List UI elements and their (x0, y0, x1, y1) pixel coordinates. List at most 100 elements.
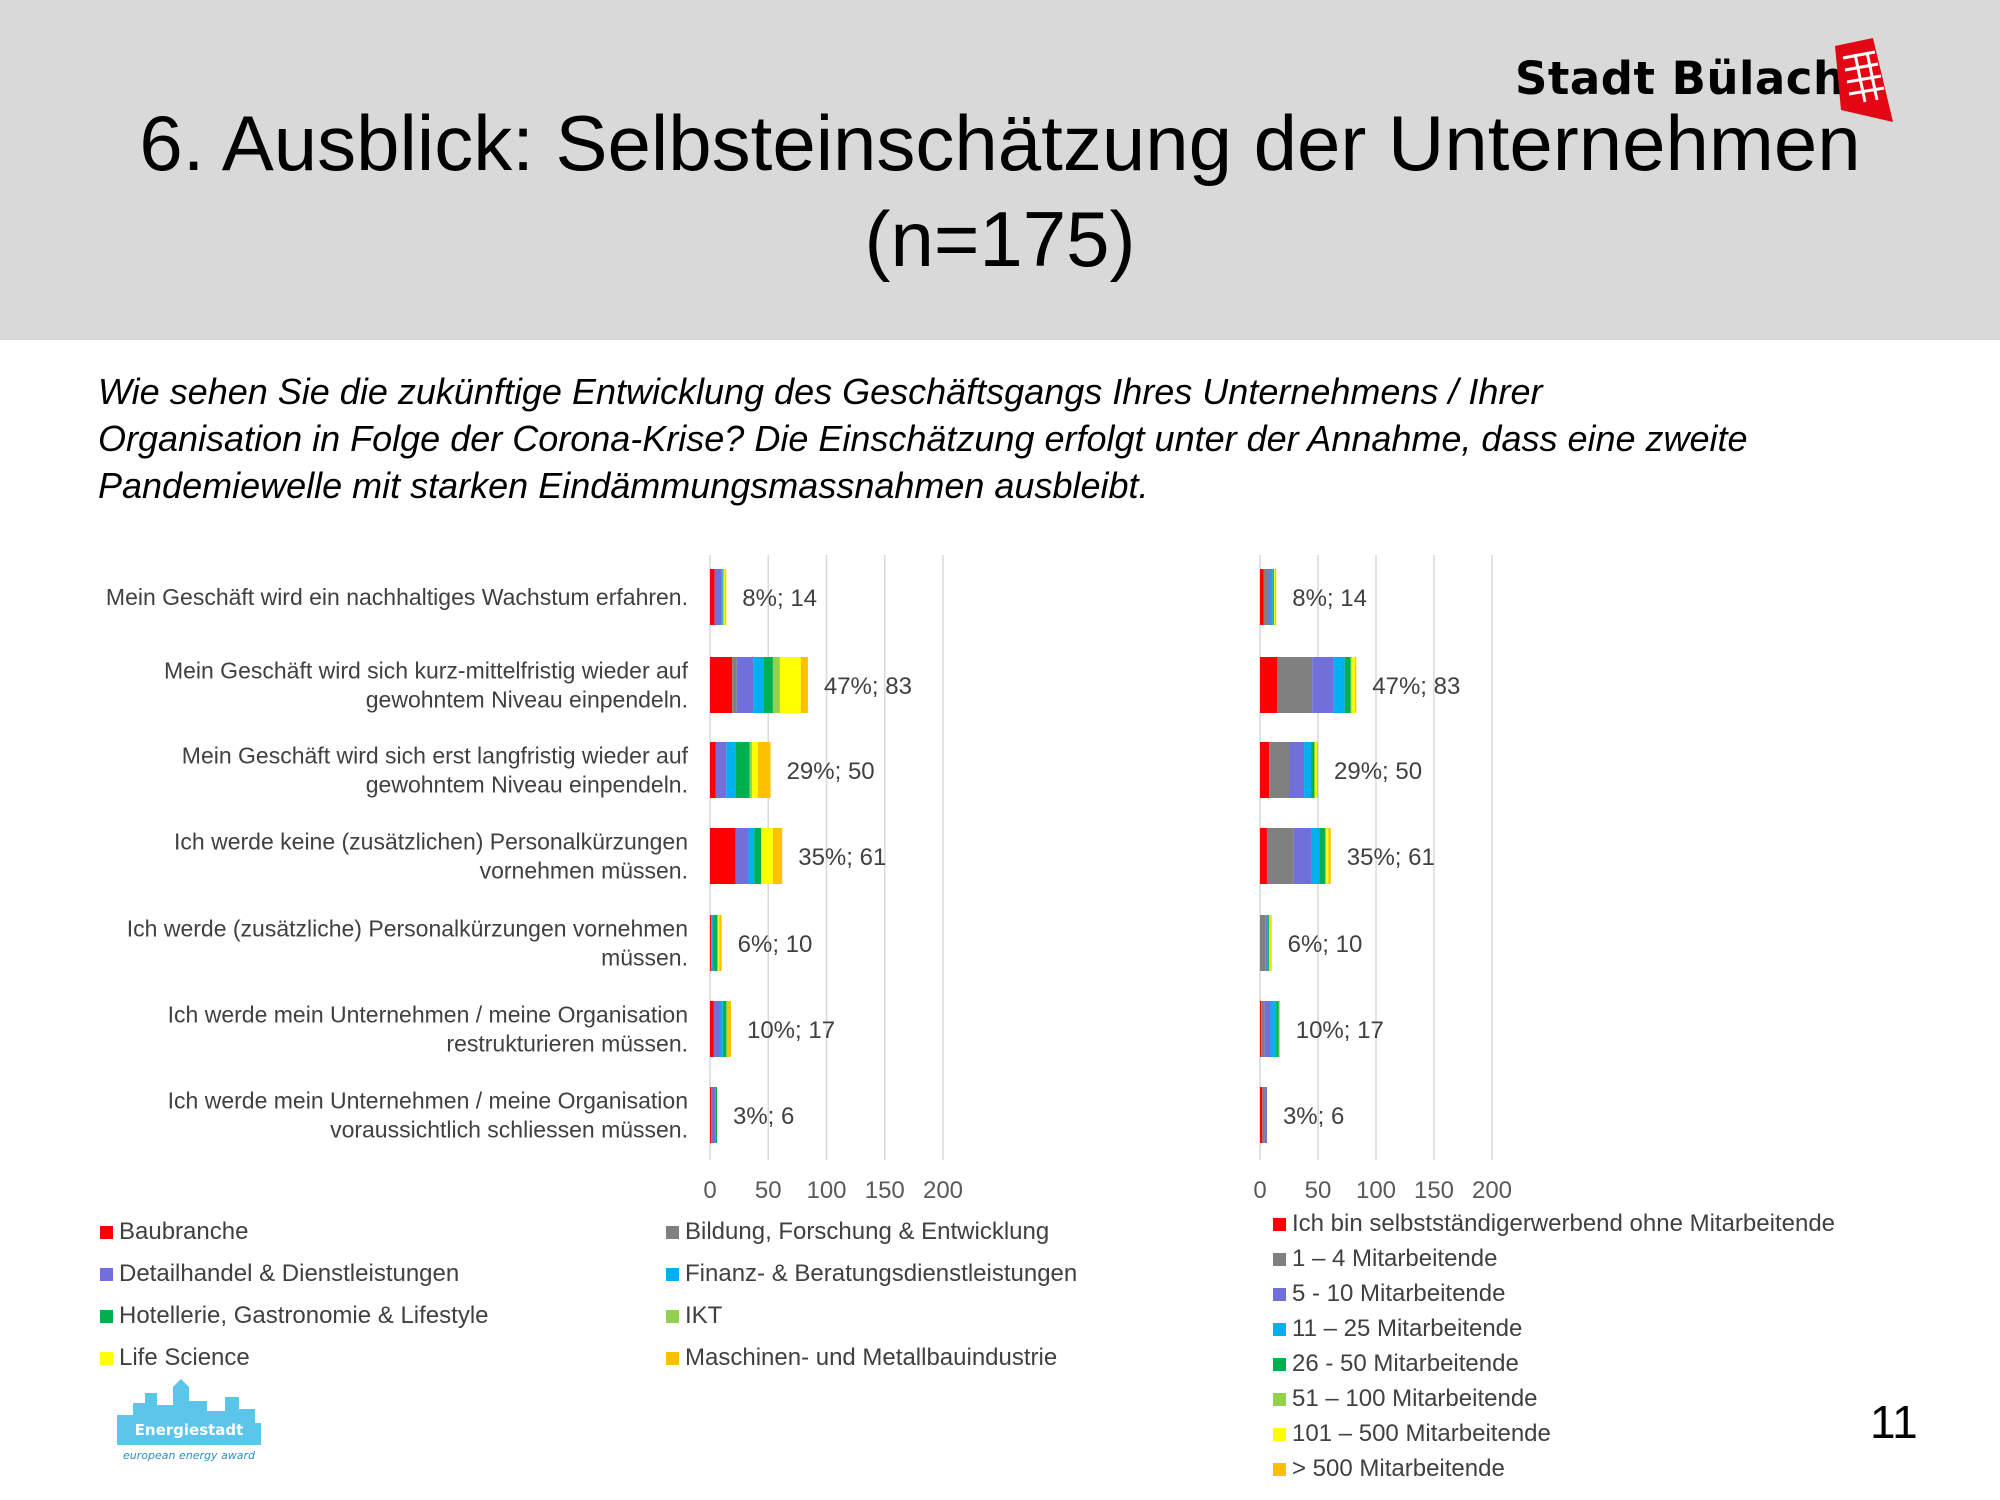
industry-bar-segment (727, 1001, 731, 1057)
industry-bar-segment (719, 915, 722, 971)
industry-data-label: 29%; 50 (787, 758, 875, 785)
size-tick-label: 100 (1356, 1177, 1396, 1204)
legend-swatch (1273, 1462, 1286, 1476)
industry-bar-segment (735, 828, 749, 884)
category-label: vornehmen müssen. (480, 858, 688, 884)
size-data-label: 47%; 83 (1372, 673, 1460, 700)
industry-bar-segment (722, 569, 724, 625)
industry-bar-segment (710, 657, 733, 713)
size-bar-segment (1314, 742, 1317, 798)
industry-bar-segment (772, 657, 780, 713)
industry-bar-segment (722, 1001, 727, 1057)
question-line2: Organisation in Folge der Corona-Krise? … (98, 418, 1748, 459)
page-title-line2: (n=175) (864, 195, 1136, 283)
category-label: Mein Geschäft wird sich erst langfristig… (182, 743, 689, 769)
industry-bar-segment (751, 742, 758, 798)
size-tick-label: 50 (1305, 1177, 1332, 1204)
size-data-label: 3%; 6 (1283, 1103, 1344, 1130)
size-bar-segment (1270, 1001, 1277, 1057)
size-bar-segment (1260, 742, 1270, 798)
header-band: Stadt Bülach 6. Ausblick: Selbsteinschät… (0, 0, 2000, 340)
category-label: voraussichtlich schliessen müssen. (330, 1117, 688, 1143)
industry-bar-segment (713, 1001, 721, 1057)
legend-item-industry: Life Science (100, 1344, 250, 1372)
industry-bar-segment (726, 742, 736, 798)
legend-label: 11 – 25 Mitarbeitende (1292, 1315, 1523, 1342)
legend-swatch (1273, 1392, 1286, 1406)
legend-label: Baubranche (119, 1218, 249, 1245)
size-bar-segment (1277, 657, 1313, 713)
page-title: 6. Ausblick: Selbsteinschätzung der Unte… (0, 95, 2000, 287)
size-bar-segment (1266, 828, 1294, 884)
size-bar-segment (1328, 828, 1331, 884)
size-bar-segment (1324, 828, 1327, 884)
legend-swatch (100, 1309, 113, 1323)
legend-item-industry: Baubranche (100, 1218, 248, 1246)
category-label: Ich werde keine (zusätzlichen) Personalk… (174, 829, 688, 855)
survey-question: Wie sehen Sie die zukünftige Entwicklung… (98, 368, 1918, 509)
legend-label: IKT (685, 1302, 723, 1329)
size-bar-segment (1272, 569, 1274, 625)
category-label: müssen. (601, 945, 688, 971)
legend-swatch (100, 1351, 113, 1365)
industry-bar-segment (763, 657, 773, 713)
size-bar-segment (1268, 569, 1271, 625)
legend-label: > 500 Mitarbeitende (1292, 1455, 1505, 1482)
legend-item-size: Ich bin selbstständigerwerbend ohne Mita… (1273, 1210, 1835, 1238)
size-bar-segment (1350, 657, 1352, 713)
size-bar-segment (1319, 828, 1325, 884)
legend-swatch (666, 1267, 679, 1281)
size-bar-segment (1269, 915, 1271, 971)
industry-bar-segment (757, 742, 771, 798)
size-bar-segment (1260, 1087, 1263, 1143)
industry-bar-segment (713, 915, 717, 971)
legend-label: Bildung, Forschung & Entwicklung (685, 1218, 1050, 1245)
size-bar-segment (1276, 1001, 1279, 1057)
industry-bar-segment (800, 657, 808, 713)
legend-swatch (1273, 1322, 1286, 1336)
industry-tick-label: 150 (865, 1177, 905, 1204)
size-bar-segment (1260, 828, 1267, 884)
size-bar-segment (1270, 915, 1272, 971)
page-title-line1: 6. Ausblick: Selbsteinschätzung der Unte… (139, 99, 1861, 187)
size-bar-segment (1260, 915, 1266, 971)
industry-bar-segment (710, 828, 736, 884)
size-bar-segment (1260, 657, 1278, 713)
category-label: gewohntem Niveau einpendeln. (366, 772, 688, 798)
size-data-label: 10%; 17 (1296, 1017, 1384, 1044)
size-data-label: 29%; 50 (1334, 758, 1422, 785)
stacked-bar-charts: 0 50 100 150 200 8%; 14 Mein Geschäft wird ein… (106, 555, 1512, 1204)
legend-item-size: 1 – 4 Mitarbeitende (1273, 1245, 1497, 1273)
size-bar-segment (1268, 915, 1270, 971)
industry-data-label: 10%; 17 (747, 1017, 835, 1044)
industry-bar-segment (715, 1087, 717, 1143)
city-crest-icon (1835, 38, 1893, 122)
size-bar-segment (1264, 1001, 1271, 1057)
size-bar-segment (1269, 742, 1289, 798)
energie-logo-text: Energiestadt (135, 1421, 244, 1439)
legend-item-industry: Detailhandel & Dienstleistungen (100, 1260, 459, 1288)
industry-bar-segment (716, 915, 719, 971)
size-bar-segment (1273, 569, 1276, 625)
size-tick-label: 150 (1414, 1177, 1454, 1204)
legend-item-industry: Finanz- & Beratungsdienstleistungen (666, 1260, 1077, 1288)
industry-bar-segment (710, 915, 712, 971)
size-bar-segment (1311, 742, 1315, 798)
size-tick-label: 200 (1472, 1177, 1512, 1204)
size-bar-segment (1304, 742, 1312, 798)
legend-item-size: 11 – 25 Mitarbeitende (1273, 1315, 1522, 1343)
size-bar-segment (1316, 742, 1318, 798)
industry-bar-segment (735, 742, 750, 798)
legend-item-size: 5 - 10 Mitarbeitende (1273, 1280, 1505, 1308)
page-number: 11 (1870, 1396, 1918, 1448)
category-label: restrukturieren müssen. (446, 1031, 688, 1057)
size-tick-label: 0 (1253, 1177, 1266, 1204)
size-data-label: 6%; 10 (1288, 931, 1363, 958)
category-label: gewohntem Niveau einpendeln. (366, 687, 688, 713)
energiestadt-logo: Energiestadt european energy award (117, 1379, 261, 1462)
category-label: Mein Geschäft wird ein nachhaltiges Wach… (106, 584, 688, 610)
size-bar-segment (1261, 1001, 1265, 1057)
size-bar-segment (1262, 1087, 1265, 1143)
industry-bar-segment (732, 657, 737, 713)
legend-swatch (1273, 1217, 1286, 1231)
